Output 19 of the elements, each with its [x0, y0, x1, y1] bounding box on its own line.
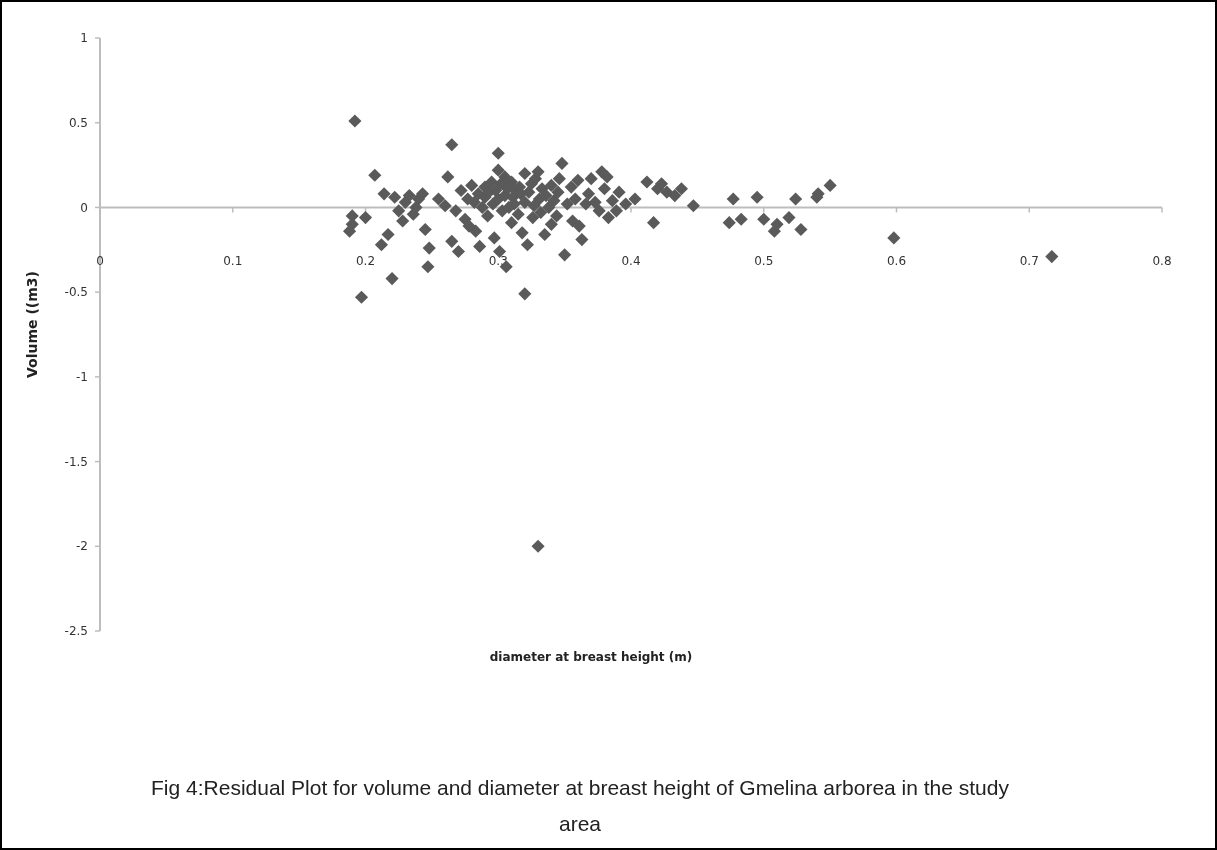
y-axis-title: Volume ((m3) [24, 271, 40, 378]
x-tick-label: 0.5 [754, 254, 774, 269]
x-tick-label: 0.4 [621, 254, 641, 269]
y-tick-label: -2.5 [64, 624, 88, 639]
y-tick-label: -1 [76, 370, 88, 385]
y-tick-label: -2 [76, 539, 88, 554]
caption: Fig 4:Residual Plot for volume and diameter at breast height of Gmelina arborea in the study area [151, 776, 1010, 835]
x-tick-label: 0.2 [355, 254, 376, 269]
y-tick-label: -0.5 [64, 285, 88, 300]
x-tick-label: 0.7 [1019, 254, 1039, 269]
y-tick-label: 0 [80, 200, 88, 215]
x-tick-label: 0.6 [886, 254, 907, 269]
x-tick-label: 0.1 [223, 254, 243, 269]
x-axis-title: diameter at breast height (m) [489, 650, 693, 664]
y-tick-label: -1.5 [64, 454, 88, 469]
x-tick-label: 0 [96, 254, 104, 269]
y-tick-label: 0.5 [68, 115, 88, 130]
y-tick-label: 1 [80, 31, 88, 46]
x-tick-label: 0.8 [1152, 254, 1172, 269]
